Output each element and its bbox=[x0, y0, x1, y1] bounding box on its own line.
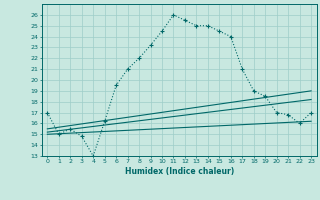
X-axis label: Humidex (Indice chaleur): Humidex (Indice chaleur) bbox=[124, 167, 234, 176]
